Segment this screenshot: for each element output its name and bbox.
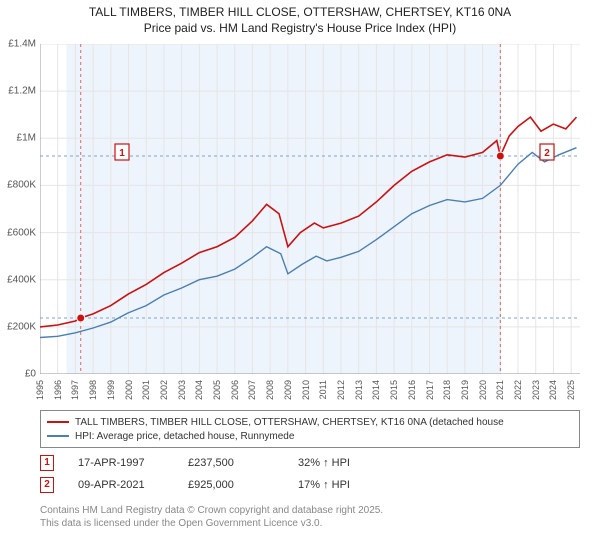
x-tick-label: 2004 bbox=[194, 380, 204, 400]
row-change-2: 17% ↑ HPI bbox=[298, 479, 418, 491]
x-tick-label: 2024 bbox=[548, 380, 558, 400]
row-price-2: £925,000 bbox=[188, 479, 298, 491]
x-tick-label: 2000 bbox=[124, 380, 134, 400]
x-tick-label: 2021 bbox=[495, 380, 505, 400]
x-tick-label: 2002 bbox=[159, 380, 169, 400]
row-price-1: £237,500 bbox=[188, 457, 298, 469]
footer-line-2: This data is licensed under the Open Gov… bbox=[40, 517, 580, 530]
x-tick-label: 1995 bbox=[35, 380, 45, 400]
x-tick-label: 2008 bbox=[265, 380, 275, 400]
x-tick-label: 2009 bbox=[283, 380, 293, 400]
legend-row-hpi: HPI: Average price, detached house, Runn… bbox=[47, 429, 573, 443]
x-tick-label: 2012 bbox=[336, 380, 346, 400]
x-tick-label: 1997 bbox=[70, 380, 80, 400]
y-tick-label: £400K bbox=[7, 274, 36, 285]
row-change-1: 32% ↑ HPI bbox=[298, 457, 418, 469]
row-marker-1: 1 bbox=[40, 455, 54, 471]
footer-line-1: Contains HM Land Registry data © Crown c… bbox=[40, 504, 580, 517]
x-tick-label: 2023 bbox=[531, 380, 541, 400]
title-line-2: Price paid vs. HM Land Registry's House … bbox=[0, 20, 600, 36]
table-row: 1 17-APR-1997 £237,500 32% ↑ HPI bbox=[40, 452, 580, 474]
x-tick-label: 2011 bbox=[318, 380, 328, 399]
svg-text:1: 1 bbox=[119, 148, 125, 159]
x-tick-label: 2006 bbox=[230, 380, 240, 400]
x-tick-label: 2001 bbox=[141, 380, 151, 400]
y-tick-label: £200K bbox=[7, 321, 36, 332]
legend: TALL TIMBERS, TIMBER HILL CLOSE, OTTERSH… bbox=[40, 410, 580, 448]
x-tick-label: 2016 bbox=[407, 380, 417, 400]
y-tick-label: £1M bbox=[17, 133, 36, 144]
y-tick-label: £800K bbox=[7, 180, 36, 191]
x-tick-label: 2013 bbox=[354, 380, 364, 400]
svg-text:2: 2 bbox=[544, 148, 550, 159]
chart-container: TALL TIMBERS, TIMBER HILL CLOSE, OTTERSH… bbox=[0, 0, 600, 560]
legend-row-property: TALL TIMBERS, TIMBER HILL CLOSE, OTTERSH… bbox=[47, 415, 573, 429]
footer: Contains HM Land Registry data © Crown c… bbox=[40, 504, 580, 530]
chart-svg: 12 bbox=[40, 44, 580, 374]
y-axis-labels: £0£200K£400K£600K£800K£1M£1.2M£1.4M bbox=[0, 44, 38, 374]
x-tick-label: 1996 bbox=[53, 380, 63, 400]
x-tick-label: 2015 bbox=[389, 380, 399, 400]
plot-area: 12 bbox=[40, 44, 580, 374]
x-tick-label: 2022 bbox=[513, 380, 523, 400]
x-tick-label: 2003 bbox=[177, 380, 187, 400]
legend-label-hpi: HPI: Average price, detached house, Runn… bbox=[75, 431, 294, 442]
x-tick-label: 1999 bbox=[106, 380, 116, 400]
legend-label-property: TALL TIMBERS, TIMBER HILL CLOSE, OTTERSH… bbox=[75, 417, 504, 428]
x-tick-label: 2020 bbox=[478, 380, 488, 400]
data-table: 1 17-APR-1997 £237,500 32% ↑ HPI 2 09-AP… bbox=[40, 452, 580, 496]
x-tick-label: 2010 bbox=[301, 380, 311, 400]
table-row: 2 09-APR-2021 £925,000 17% ↑ HPI bbox=[40, 474, 580, 496]
title-line-1: TALL TIMBERS, TIMBER HILL CLOSE, OTTERSH… bbox=[0, 4, 600, 20]
x-tick-label: 2018 bbox=[442, 380, 452, 400]
y-tick-label: £1.2M bbox=[8, 86, 36, 97]
x-axis-labels: 1995199619971998199920002001200220032004… bbox=[40, 376, 580, 406]
x-tick-label: 2017 bbox=[425, 380, 435, 400]
row-date-1: 17-APR-1997 bbox=[78, 457, 188, 469]
x-tick-label: 2005 bbox=[212, 380, 222, 400]
x-tick-label: 2007 bbox=[247, 380, 257, 400]
legend-swatch-property bbox=[47, 421, 69, 423]
y-tick-label: £600K bbox=[7, 227, 36, 238]
title-block: TALL TIMBERS, TIMBER HILL CLOSE, OTTERSH… bbox=[0, 0, 600, 36]
y-tick-label: £1.4M bbox=[8, 39, 36, 50]
legend-swatch-hpi bbox=[47, 435, 69, 437]
row-marker-2: 2 bbox=[40, 477, 54, 493]
y-tick-label: £0 bbox=[25, 369, 36, 380]
x-tick-label: 1998 bbox=[88, 380, 98, 400]
x-tick-label: 2019 bbox=[460, 380, 470, 400]
row-date-2: 09-APR-2021 bbox=[78, 479, 188, 491]
x-tick-label: 2014 bbox=[371, 380, 381, 400]
x-tick-label: 2025 bbox=[566, 380, 576, 400]
